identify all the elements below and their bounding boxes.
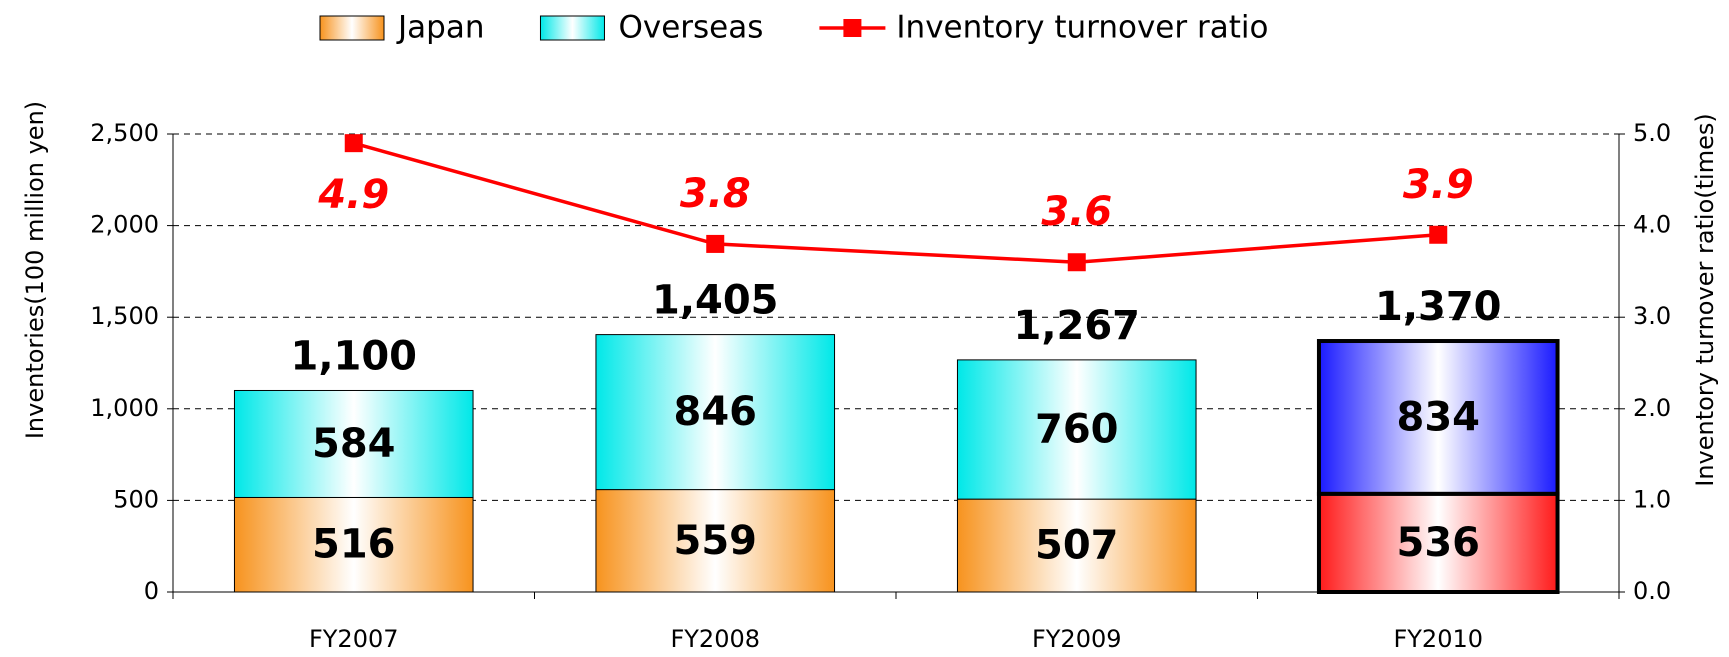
total-label: 1,100 <box>290 333 417 379</box>
line <box>353 141 1439 264</box>
data-label: 507 <box>1035 523 1119 569</box>
y-tick-label: 0 <box>144 577 159 605</box>
legend-swatch <box>319 15 385 41</box>
line-label: 4.9 <box>317 172 389 218</box>
line-label: 3.8 <box>680 171 751 217</box>
data-label: 834 <box>1397 394 1481 440</box>
legend-label: Inventory turnover ratio <box>896 10 1268 46</box>
line-marker <box>1429 225 1448 244</box>
line-marker <box>344 134 363 153</box>
bar-segment <box>233 389 474 498</box>
legend-marker <box>843 19 862 37</box>
x-tick-label: FY2009 <box>1032 625 1122 653</box>
x-tick-label: FY2007 <box>309 625 399 653</box>
y-tick-label: 1,500 <box>90 302 159 330</box>
bar-segment <box>956 498 1197 593</box>
y2-tick-label: 5.0 <box>1633 119 1671 147</box>
legend-swatch <box>539 15 605 41</box>
line-marker <box>706 234 725 253</box>
y-axis-title: Inventories(100 million yen) <box>21 101 49 439</box>
y-tick-label: 2,000 <box>90 211 159 239</box>
data-label: 584 <box>312 421 396 467</box>
legend-label: Overseas <box>618 10 763 46</box>
y2-tick-label: 2.0 <box>1633 394 1671 422</box>
bar-segment <box>595 489 836 593</box>
x-tick-label: FY2008 <box>670 625 760 653</box>
total-label: 1,370 <box>1375 284 1502 330</box>
line-label: 3.9 <box>1403 162 1474 208</box>
data-label: 760 <box>1035 407 1119 453</box>
y2-tick-label: 0.0 <box>1633 577 1671 605</box>
line-label: 3.6 <box>1041 189 1112 235</box>
bar-segment <box>595 334 836 491</box>
y2-tick-label: 3.0 <box>1633 302 1671 330</box>
y2-tick-label: 4.0 <box>1633 211 1671 239</box>
bar-segment <box>1316 491 1560 595</box>
bar-segment <box>1316 339 1560 496</box>
y-tick-label: 1,000 <box>90 394 159 422</box>
bar-segment <box>233 496 474 593</box>
data-label: 846 <box>674 389 758 435</box>
data-label: 559 <box>674 518 758 564</box>
bar-segment <box>956 359 1197 500</box>
data-label: 536 <box>1397 520 1481 566</box>
y-tick-label: 2,500 <box>90 119 159 147</box>
y2-tick-label: 1.0 <box>1633 485 1671 513</box>
line-marker <box>1067 253 1086 272</box>
legend-label: Japan <box>396 10 484 46</box>
total-label: 1,405 <box>652 278 779 324</box>
x-tick-label: FY2010 <box>1393 625 1483 653</box>
data-label: 516 <box>312 522 396 568</box>
y2-axis-title: Inventory turnover ratio(times) <box>1691 113 1719 486</box>
total-label: 1,267 <box>1013 303 1140 349</box>
y-tick-label: 500 <box>113 485 159 513</box>
